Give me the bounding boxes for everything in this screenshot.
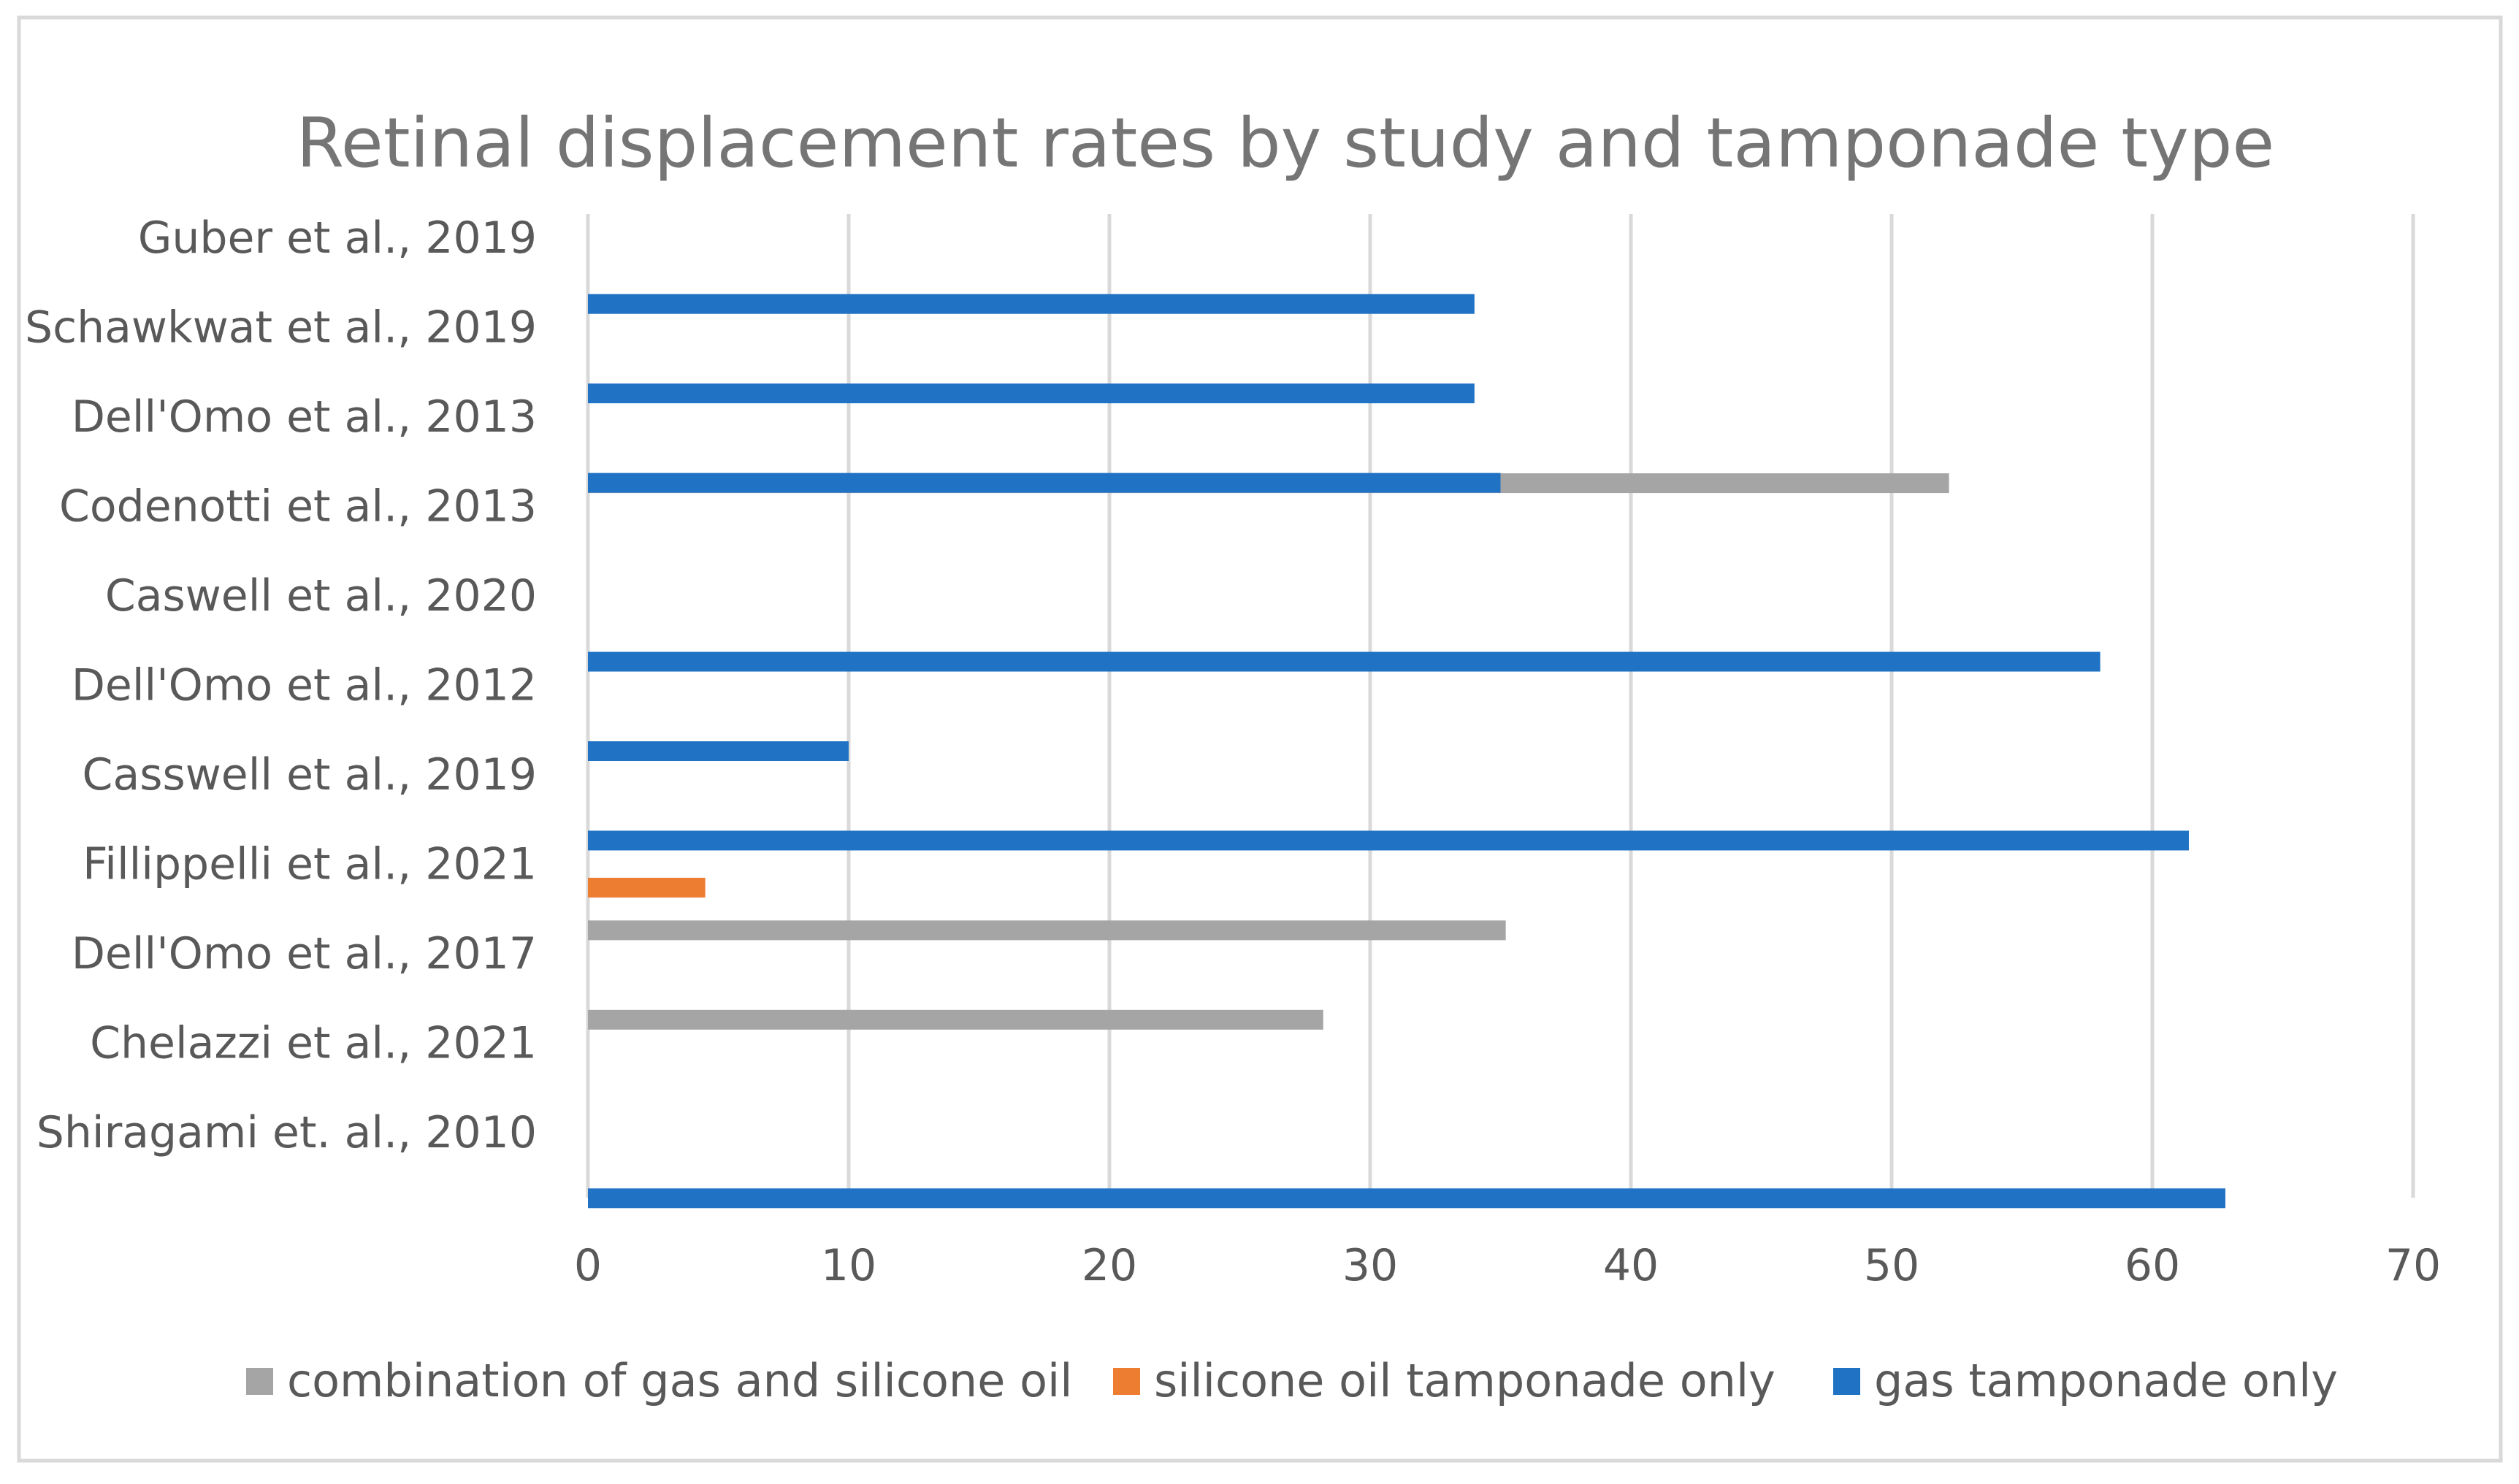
bar-combination-of-gas-and-silicone-oil-dell-omo-et-al-2017 <box>588 920 1506 941</box>
bar-gas-tamponade-only-guber-et-al-2019 <box>588 294 1475 314</box>
bar-gas-tamponade-only-dell-omo-et-al-2013 <box>588 473 1501 493</box>
category-label: Dell'Omo et al., 2012 <box>72 660 537 711</box>
value-axis: 0 10 20 30 40 50 60 70 <box>574 1240 2441 1291</box>
x-tick-label: 70 <box>2385 1240 2441 1291</box>
category-label: Guber et al., 2019 <box>138 213 537 264</box>
x-tick-label: 0 <box>574 1240 602 1291</box>
bar-combination-of-gas-and-silicone-oil-chelazzi-et-al-2021 <box>588 1009 1323 1030</box>
x-tick-label: 30 <box>1342 1240 1398 1291</box>
legend: combination of gas and silicone oil silic… <box>246 1354 2338 1407</box>
category-label: Dell'Omo et al., 2013 <box>72 391 537 443</box>
legend-swatch-combination-of-gas-and-silicone-oil <box>246 1368 273 1395</box>
category-label: Casswell et al., 2019 <box>83 749 537 800</box>
legend-label-silicone-oil-tamponade-only: silicone oil tamponade only <box>1154 1354 1775 1407</box>
bar-gas-tamponade-only-shiragami-et-al-2010 <box>588 1188 2225 1209</box>
x-tick-label: 50 <box>1864 1240 1919 1291</box>
category-label: Fillippelli et al., 2021 <box>83 838 537 890</box>
category-label: Dell'Omo et al., 2017 <box>72 928 537 979</box>
category-label: Schawkwat et al., 2019 <box>25 302 537 353</box>
category-axis: Shiragami et. al., 2010 Chelazzi et al., … <box>25 213 537 1158</box>
category-label: Caswell et al., 2020 <box>105 570 537 621</box>
bar-silicone-oil-tamponade-only-fillippelli-et-al-2021 <box>588 877 706 898</box>
chart-border <box>17 15 2503 1463</box>
bars <box>588 294 2225 1209</box>
x-tick-label: 60 <box>2125 1240 2180 1291</box>
gridlines <box>586 214 2415 1198</box>
bar-gas-tamponade-only-caswell-et-al-2020 <box>588 651 2101 672</box>
x-tick-label: 20 <box>1082 1240 1137 1291</box>
x-tick-label: 40 <box>1603 1240 1659 1291</box>
legend-label-gas-tamponade-only: gas tamponade only <box>1874 1354 2338 1407</box>
bar-gas-tamponade-only-schawkwat-et-al-2019 <box>588 383 1475 404</box>
category-label: Codenotti et al., 2013 <box>59 481 537 532</box>
chart-title: Retinal displacement rates by study and … <box>297 104 2274 183</box>
bar-gas-tamponade-only-casswell-et-al-2019 <box>588 830 2189 851</box>
category-label: Chelazzi et al., 2021 <box>90 1017 537 1068</box>
legend-label-combination-of-gas-and-silicone-oil: combination of gas and silicone oil <box>287 1354 1072 1407</box>
bar-gas-tamponade-only-dell-omo-et-al-2012 <box>588 741 849 761</box>
category-label: Shiragami et. al., 2010 <box>37 1107 537 1158</box>
legend-swatch-silicone-oil-tamponade-only <box>1113 1368 1140 1395</box>
legend-swatch-gas-tamponade-only <box>1833 1368 1860 1395</box>
x-tick-label: 10 <box>821 1240 876 1291</box>
